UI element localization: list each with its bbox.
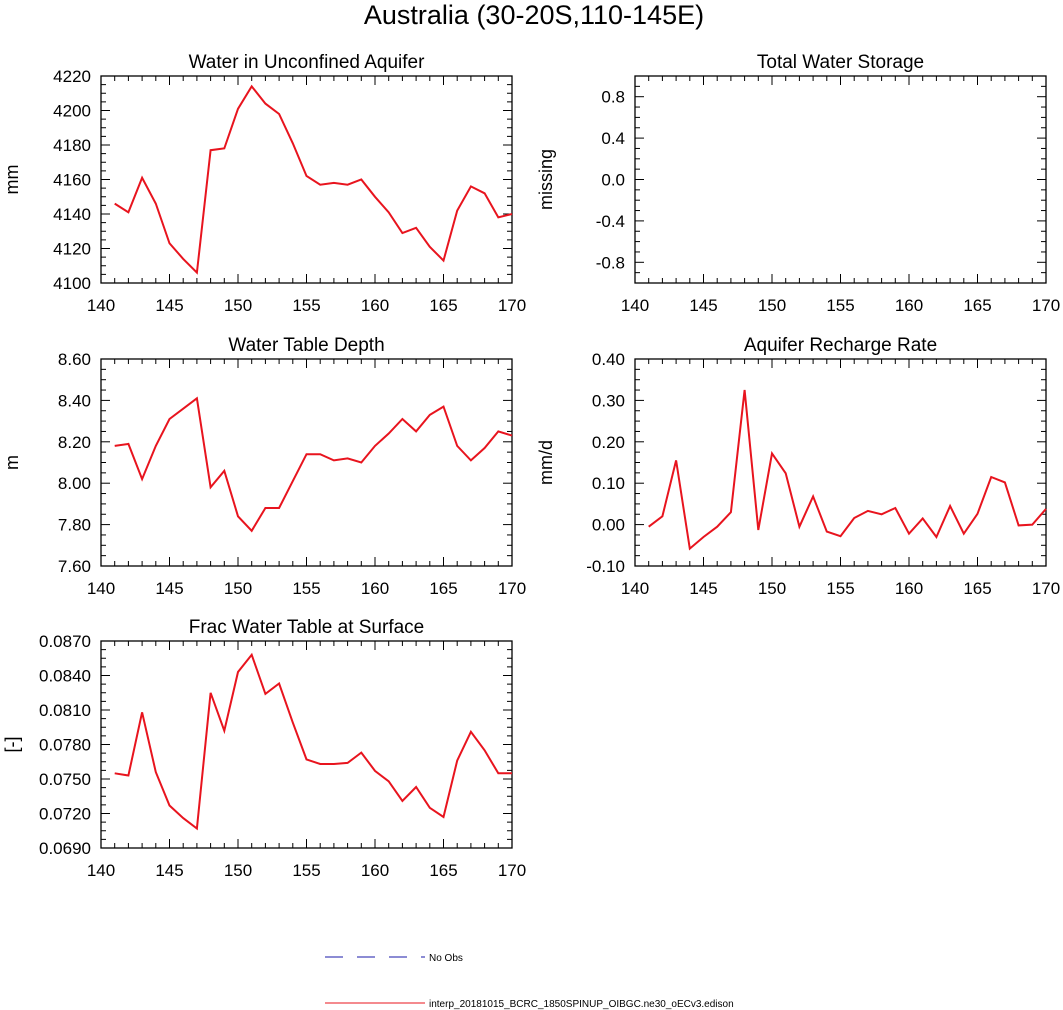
plot-frame (100, 75, 513, 284)
x-tick-label: 165 (963, 296, 991, 315)
x-tick-label: 150 (224, 861, 252, 880)
y-axis-label: missing (536, 149, 556, 210)
panel-title: Water in Unconfined Aquifer (189, 52, 426, 73)
x-tick-label: 160 (361, 861, 389, 880)
y-tick-label: 8.20 (58, 433, 91, 452)
x-tick-label: 165 (429, 861, 457, 880)
y-tick-label: 4140 (53, 205, 91, 224)
x-tick-label: 150 (758, 579, 786, 598)
y-axis-label: mm/d (536, 440, 556, 485)
chart-panel: Frac Water Table at Surface 140 145 150 155 1… (2, 617, 526, 880)
y-tick-label: 7.80 (58, 516, 91, 535)
y-axis-label: mm (2, 165, 22, 195)
figure-title: Australia (30-20S,110-145E) (364, 0, 704, 30)
x-tick-label: 155 (826, 296, 854, 315)
y-tick-label: 0.0810 (39, 701, 91, 720)
y-tick-label: 0.0780 (39, 736, 91, 755)
y-tick-label: 4220 (53, 67, 91, 86)
series-line (648, 389, 1047, 551)
legend: No Obs interp_20181015_BCRC_1850SPINUP_O… (325, 953, 734, 1010)
y-tick-label: 4200 (53, 102, 91, 121)
x-tick-label: 165 (429, 296, 457, 315)
plot-frame (634, 75, 1047, 284)
y-tick-label: 0.0690 (39, 839, 91, 858)
x-tick-label: 155 (292, 861, 320, 880)
x-tick-label: 170 (1032, 579, 1060, 598)
legend-obs-label: No Obs (429, 953, 463, 964)
x-tick-label: 140 (87, 579, 115, 598)
series-line (114, 396, 513, 533)
y-tick-label: -0.10 (586, 557, 625, 576)
y-tick-label: 0.00 (592, 516, 625, 535)
x-tick-label: 145 (689, 296, 717, 315)
x-tick-label: 145 (155, 296, 183, 315)
x-tick-label: 155 (292, 579, 320, 598)
y-tick-label: 4160 (53, 171, 91, 190)
y-tick-label: 4180 (53, 136, 91, 155)
y-tick-label: 8.00 (58, 474, 91, 493)
y-tick-label: 4120 (53, 240, 91, 259)
chart-panel: Water in Unconfined Aquifer 140 145 150 155 1… (2, 52, 526, 315)
y-tick-label: 0.30 (592, 391, 625, 410)
panel-title: Frac Water Table at Surface (189, 617, 425, 638)
x-tick-label: 140 (87, 296, 115, 315)
x-tick-label: 155 (292, 296, 320, 315)
panel-title: Total Water Storage (757, 52, 924, 73)
y-tick-label: 0.4 (601, 129, 625, 148)
y-axis-label: [-] (2, 737, 22, 753)
chart-panel: Total Water Storage 140 145 150 155 160 165 170… (536, 52, 1060, 315)
x-tick-label: 170 (498, 296, 526, 315)
y-tick-label: 0.20 (592, 433, 625, 452)
chart-panel: Aquifer Recharge Rate 140 145 150 155 160 165 1… (536, 335, 1060, 598)
y-tick-label: -0.8 (596, 253, 625, 272)
y-tick-label: 8.40 (58, 391, 91, 410)
x-tick-label: 150 (758, 296, 786, 315)
plot-frame (100, 640, 513, 849)
panel-title: Water Table Depth (228, 335, 384, 356)
legend-model-label: interp_20181015_BCRC_1850SPINUP_OIBGC.ne… (429, 999, 734, 1010)
x-tick-label: 160 (361, 296, 389, 315)
y-tick-label: 0.0870 (39, 632, 91, 651)
x-tick-label: 160 (895, 296, 923, 315)
chart-panel: Water Table Depth 140 145 150 155 160 165 170 7.… (2, 335, 526, 598)
y-tick-label: 4100 (53, 274, 91, 293)
x-tick-label: 140 (621, 579, 649, 598)
y-tick-label: 0.0 (601, 171, 625, 190)
x-tick-label: 145 (155, 579, 183, 598)
y-tick-label: 0.10 (592, 474, 625, 493)
x-tick-label: 165 (429, 579, 457, 598)
y-tick-label: 0.0840 (39, 667, 91, 686)
x-tick-label: 170 (498, 861, 526, 880)
x-tick-label: 160 (361, 579, 389, 598)
x-tick-label: 155 (826, 579, 854, 598)
x-tick-label: 140 (621, 296, 649, 315)
y-tick-label: 0.40 (592, 350, 625, 369)
x-tick-label: 170 (1032, 296, 1060, 315)
y-tick-label: 7.60 (58, 557, 91, 576)
x-tick-label: 150 (224, 296, 252, 315)
x-tick-label: 165 (963, 579, 991, 598)
y-axis-label: m (2, 455, 22, 470)
x-tick-label: 170 (498, 579, 526, 598)
x-tick-label: 150 (224, 579, 252, 598)
series-line (114, 652, 512, 831)
series-line (114, 84, 513, 275)
y-tick-label: 0.0750 (39, 770, 91, 789)
x-tick-label: 160 (895, 579, 923, 598)
y-tick-label: 0.8 (601, 88, 625, 107)
x-tick-label: 140 (87, 861, 115, 880)
y-tick-label: 8.60 (58, 350, 91, 369)
y-tick-label: 0.0720 (39, 805, 91, 824)
panel-title: Aquifer Recharge Rate (744, 335, 937, 356)
plot-frame (100, 358, 513, 567)
y-tick-label: -0.4 (596, 212, 625, 231)
x-tick-label: 145 (689, 579, 717, 598)
x-tick-label: 145 (155, 861, 183, 880)
